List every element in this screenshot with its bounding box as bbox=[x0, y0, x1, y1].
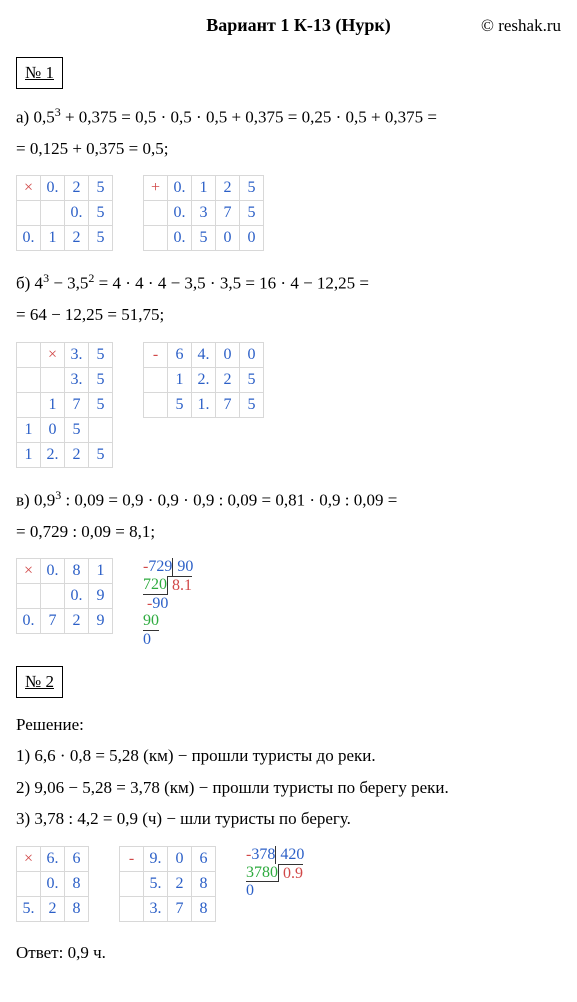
calc-mult-025x05: ×0.25 0.5 0.125 bbox=[16, 175, 113, 251]
ld1-divisor: 90 bbox=[172, 558, 193, 576]
calc-mult-081x09: ×0.81 0.9 0.729 bbox=[16, 558, 113, 634]
ld1-quotient: 8.1 bbox=[167, 576, 192, 595]
problem-2-number: № 2 bbox=[16, 666, 63, 698]
ld2-r1: 3780 bbox=[246, 864, 278, 883]
p2-step3: 3) 3,78 : 4,2 = 0,9 (ч) − шли туристы по… bbox=[16, 806, 561, 832]
ld1-r3: 90 bbox=[143, 612, 159, 631]
header: Вариант 1 К-13 (Нурк) © reshak.ru bbox=[16, 12, 561, 39]
problem-1-number: № 1 bbox=[16, 57, 63, 89]
calc-mult-66x08: ×6.6 0.8 5.28 bbox=[16, 846, 89, 922]
p1-a-line1: а) 0,53 + 0,375 = 0,5 · 0,5 · 0,5 + 0,37… bbox=[16, 103, 561, 130]
ld1-dividend: 729 bbox=[148, 558, 172, 576]
p1-b-line1: б) 43 − 3,52 = 4 · 4 · 4 − 3,5 · 3,5 = 1… bbox=[16, 269, 561, 296]
ld2-quotient: 0.9 bbox=[278, 864, 303, 883]
solution-label: Решение: bbox=[16, 712, 561, 738]
longdiv-378-420: -378 420 3780 0.9 0 bbox=[246, 846, 304, 900]
ld1-r2: 90 bbox=[152, 595, 168, 613]
copyright: © reshak.ru bbox=[481, 13, 561, 39]
ld1-r1: 720 bbox=[143, 576, 167, 595]
p2-step2: 2) 9,06 − 5,28 = 3,78 (км) − прошли тури… bbox=[16, 775, 561, 801]
answer-text: Ответ: 0,9 ч. bbox=[16, 940, 561, 966]
ld2-dividend: 378 bbox=[251, 846, 275, 864]
ld1-r4: 0 bbox=[143, 631, 151, 649]
calc-add-0125+0375: +0.125 0.375 0.500 bbox=[143, 175, 264, 251]
p1-c-line2: = 0,729 : 0,09 = 8,1; bbox=[16, 519, 561, 545]
p1-c-line1: в) 0,93 : 0,09 = 0,9 · 0,9 · 0,9 : 0,09 … bbox=[16, 486, 561, 513]
p2-step1: 1) 6,6 · 0,8 = 5,28 (км) − прошли турист… bbox=[16, 743, 561, 769]
calc-row-a: ×0.25 0.5 0.125 +0.125 0.375 0.500 bbox=[16, 175, 561, 251]
p1-b-line2: = 64 − 12,25 = 51,75; bbox=[16, 302, 561, 328]
calc-row-b: ×3.5 3.5 175 105 12.25 -64.00 12.25 51.7… bbox=[16, 342, 561, 468]
calc-row-c: ×0.81 0.9 0.729 -729 90 720 8.1 -90 90 0 bbox=[16, 558, 561, 648]
ld2-divisor: 420 bbox=[275, 846, 304, 864]
calc-mult-35x35: ×3.5 3.5 175 105 12.25 bbox=[16, 342, 113, 468]
calc-row-p2: ×6.6 0.8 5.28 -9.06 5.28 3.78 -378 420 3… bbox=[16, 846, 561, 922]
calc-sub-64-1225: -64.00 12.25 51.75 bbox=[143, 342, 264, 418]
calc-sub-906-528: -9.06 5.28 3.78 bbox=[119, 846, 216, 922]
variant-title: Вариант 1 К-13 (Нурк) bbox=[116, 12, 481, 39]
p1-a-line2: = 0,125 + 0,375 = 0,5; bbox=[16, 136, 561, 162]
longdiv-729-90: -729 90 720 8.1 -90 90 0 bbox=[143, 558, 193, 648]
ld2-r2: 0 bbox=[246, 882, 254, 900]
